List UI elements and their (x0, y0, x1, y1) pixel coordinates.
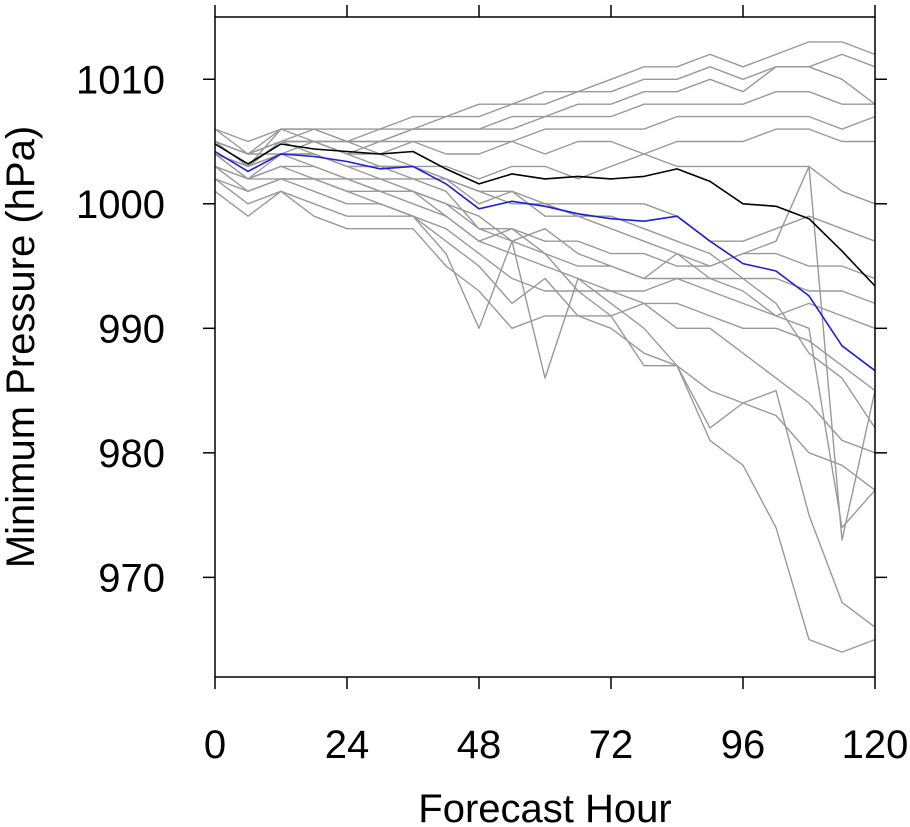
series-line-2 (214, 150, 876, 372)
series-line-6 (214, 90, 875, 155)
series-line-3 (214, 41, 876, 143)
series-line-18 (214, 153, 876, 628)
x-axis-title: Forecast Hour (418, 787, 671, 827)
x-tick-label: 120 (842, 723, 909, 767)
plot-frame (214, 16, 876, 678)
series-line-21 (214, 140, 876, 429)
series-line-7 (214, 115, 876, 168)
series-line-1 (214, 143, 876, 287)
series-line-17 (214, 165, 876, 653)
series-line-19 (214, 153, 876, 529)
y-axis-title: Minimum Pressure (hPa) (0, 126, 43, 568)
x-tick-label: 72 (589, 723, 634, 767)
series-line-16 (214, 190, 876, 491)
series-line-4 (214, 53, 876, 155)
series-layer (214, 41, 876, 653)
x-tick-label: 96 (721, 723, 766, 767)
y-tick-label: 1010 (76, 58, 165, 102)
x-tick-label: 0 (204, 723, 226, 767)
series-line-20 (214, 140, 876, 541)
y-tick-label: 990 (98, 307, 165, 351)
y-tick-label: 1000 (76, 183, 165, 227)
y-tick-label: 970 (98, 556, 165, 600)
x-tick-label: 48 (457, 723, 502, 767)
series-line-12 (214, 165, 876, 305)
series-line-15 (214, 178, 876, 454)
tick-layer: 0 24 48 72 96 120 970 980 990 1000 1010 (76, 5, 908, 767)
series-line-9 (214, 140, 876, 205)
y-tick-label: 980 (98, 432, 165, 476)
x-tick-label: 24 (325, 723, 370, 767)
series-line-14 (214, 178, 876, 392)
